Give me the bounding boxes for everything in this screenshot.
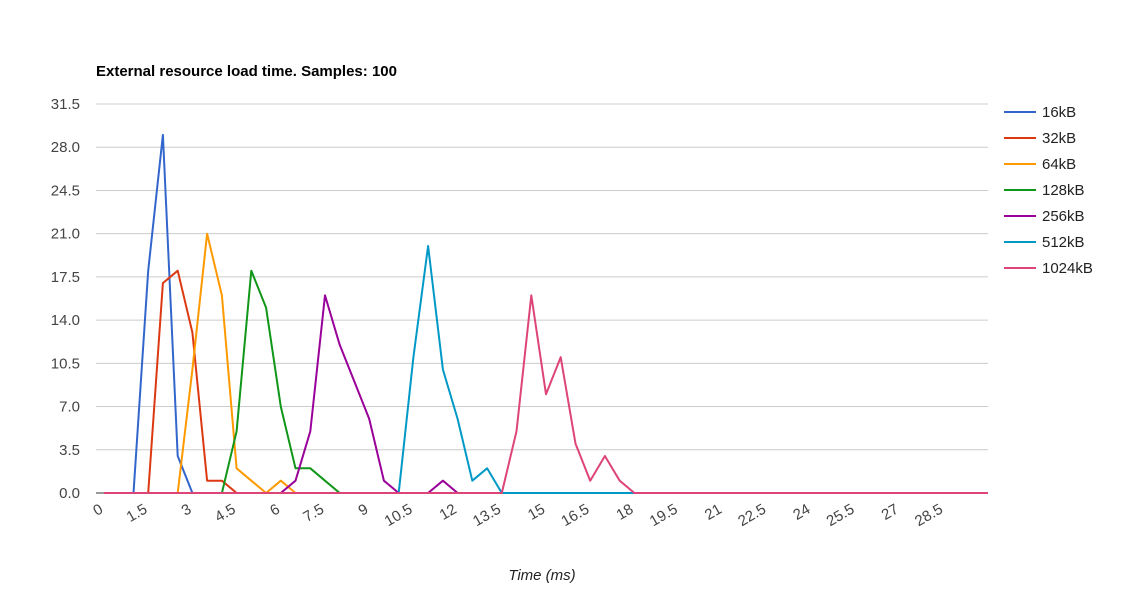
x-tick-label: 16.5 (558, 501, 592, 530)
x-tick-label: 15 (525, 501, 548, 524)
series-lines (104, 133, 988, 494)
x-tick-label: 24 (790, 501, 813, 524)
y-tick-label: 3.5 (59, 442, 80, 459)
series-line-1024kB (104, 294, 988, 494)
x-axis-label: Time (ms) (508, 567, 575, 584)
series-line-32kB (104, 269, 988, 494)
y-axis-ticks: 0.0 3.5 7.0 10.5 14.0 17.5 21.0 24.5 28.0 31.5 (51, 96, 80, 502)
legend-label: 1024kB (1042, 260, 1093, 277)
series-line-64kB (104, 232, 988, 494)
x-tick-label: 12 (437, 501, 460, 524)
y-tick-label: 24.5 (51, 182, 80, 199)
series-line-512kB (104, 245, 988, 494)
y-tick-label: 17.5 (51, 269, 80, 286)
y-tick-label: 31.5 (51, 96, 80, 113)
legend: 16kB 32kB 64kB 128kB 256kB 512kB 1024kB (1004, 104, 1093, 277)
x-tick-label: 1.5 (124, 501, 151, 526)
legend-label: 16kB (1042, 104, 1076, 121)
legend-label: 32kB (1042, 130, 1076, 147)
x-tick-label: 13.5 (470, 501, 504, 530)
y-tick-label: 10.5 (51, 355, 80, 372)
x-tick-label: 7.5 (300, 501, 327, 526)
chart-title: External resource load time. Samples: 10… (96, 63, 397, 80)
legend-label: 64kB (1042, 156, 1076, 173)
x-tick-label: 21 (702, 501, 725, 524)
x-tick-label: 27 (879, 501, 902, 524)
y-tick-label: 21.0 (51, 226, 80, 243)
legend-label: 256kB (1042, 208, 1085, 225)
x-tick-label: 4.5 (212, 501, 239, 526)
series-line-256kB (104, 294, 988, 494)
x-tick-label: 25.5 (824, 501, 858, 530)
y-tick-label: 14.0 (51, 312, 80, 329)
x-tick-label: 6 (267, 501, 283, 520)
x-tick-label: 22.5 (735, 501, 769, 530)
x-tick-label: 28.5 (912, 501, 946, 530)
series-line-128kB (104, 269, 988, 494)
legend-label: 512kB (1042, 234, 1085, 251)
x-tick-label: 9 (355, 501, 371, 520)
y-tick-label: 7.0 (59, 399, 80, 416)
x-tick-label: 18 (613, 501, 636, 524)
x-axis-ticks: 0 1.5 3 4.5 6 7.5 9 10.5 12 13.5 15 16.5 18 19.5 21 22.… (90, 501, 946, 530)
x-tick-label: 0 (90, 501, 106, 520)
legend-label: 128kB (1042, 182, 1085, 199)
x-tick-label: 19.5 (647, 501, 681, 530)
x-tick-label: 10.5 (382, 501, 416, 530)
y-tick-label: 0.0 (59, 485, 80, 502)
series-line-16kB (104, 133, 988, 494)
x-tick-label: 3 (179, 501, 195, 520)
gridlines (96, 103, 988, 494)
y-tick-label: 28.0 (51, 139, 80, 156)
